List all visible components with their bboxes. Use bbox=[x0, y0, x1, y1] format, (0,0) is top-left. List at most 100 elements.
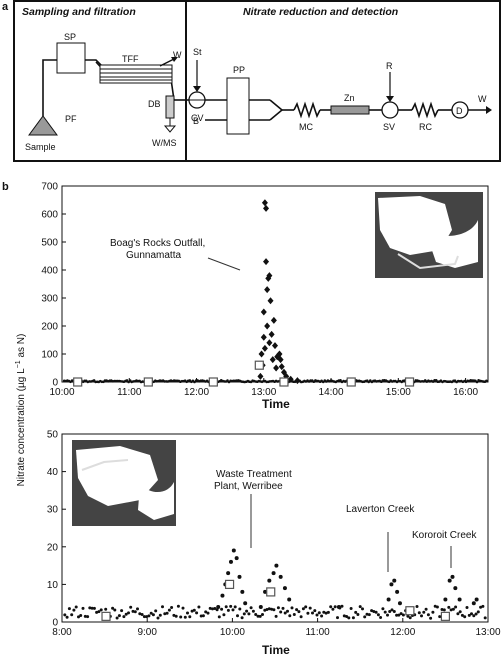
baseline-point bbox=[347, 616, 351, 620]
reference-sample-marker bbox=[208, 377, 218, 387]
baseline-point bbox=[458, 610, 462, 614]
baseline-point bbox=[299, 615, 303, 619]
baseline-point bbox=[265, 608, 269, 611]
baseline-point bbox=[476, 610, 480, 614]
data-point bbox=[263, 589, 268, 594]
baseline-point bbox=[204, 610, 208, 614]
baseline-point bbox=[306, 611, 310, 615]
y-tick-label: 700 bbox=[41, 182, 58, 193]
data-point bbox=[264, 286, 271, 294]
chart-top: 0 100 200 300 400 500 600 700 10:00 11:00 12:00 13… bbox=[41, 182, 489, 411]
reference-sample-marker bbox=[266, 587, 276, 597]
baseline-point bbox=[70, 613, 74, 617]
zn-label: Zn bbox=[344, 93, 355, 103]
y-tick-label: 500 bbox=[41, 238, 58, 249]
data-point bbox=[258, 350, 265, 358]
baseline-point bbox=[188, 615, 192, 619]
baseline-point bbox=[313, 609, 317, 613]
mc-label: MC bbox=[299, 122, 313, 132]
baseline-point bbox=[115, 616, 119, 620]
data-point bbox=[263, 258, 270, 266]
x-tick-label: 14:00 bbox=[319, 387, 344, 398]
annotation-werribee: Plant, Werribee bbox=[214, 481, 283, 492]
baseline-point bbox=[451, 607, 455, 611]
baseline-point bbox=[447, 605, 451, 609]
baseline-point bbox=[406, 614, 410, 618]
baseline-point bbox=[104, 607, 108, 611]
baseline-point bbox=[72, 608, 76, 612]
data-point bbox=[266, 339, 273, 347]
data-point bbox=[243, 601, 248, 606]
baseline-point bbox=[206, 611, 210, 615]
panel-a-schematic: Sampling and filtration Nitrate reductio… bbox=[13, 0, 501, 162]
baseline-point bbox=[283, 611, 287, 615]
x-tick-label: 9:00 bbox=[137, 627, 157, 638]
waste-arrow-icon bbox=[159, 57, 178, 67]
data-point bbox=[450, 574, 455, 579]
baseline-point bbox=[372, 610, 376, 613]
baseline-point bbox=[199, 614, 203, 618]
reference-sample-marker bbox=[101, 611, 111, 621]
x-tick-label: 16:00 bbox=[453, 387, 478, 398]
baseline-point bbox=[129, 605, 133, 609]
baseline-point bbox=[120, 609, 124, 613]
data-point bbox=[240, 589, 245, 594]
baseline-point bbox=[376, 613, 380, 617]
data-point bbox=[287, 375, 294, 383]
baseline-point bbox=[342, 614, 346, 618]
baseline-point bbox=[420, 614, 423, 618]
baseline-point bbox=[308, 606, 312, 610]
baseline-point bbox=[145, 615, 149, 619]
data-point bbox=[278, 363, 285, 371]
baseline-point bbox=[351, 616, 355, 620]
y-tick-label: 50 bbox=[47, 430, 59, 441]
baseline-point bbox=[233, 605, 237, 609]
y-tick-label: 40 bbox=[47, 467, 59, 478]
baseline-point bbox=[401, 613, 405, 617]
baseline-point bbox=[77, 615, 80, 619]
baseline-point bbox=[245, 609, 249, 613]
data-point bbox=[234, 556, 239, 561]
x-tick-label: 8:00 bbox=[52, 627, 72, 638]
baseline-point bbox=[127, 611, 130, 615]
data-point bbox=[474, 597, 479, 602]
sample-label: Sample bbox=[25, 142, 56, 152]
annotation-waste-treatment: Waste Treatment bbox=[216, 469, 292, 480]
baseline-point bbox=[222, 613, 226, 617]
baseline-point bbox=[424, 607, 428, 611]
data-point bbox=[261, 199, 268, 207]
baseline-point bbox=[315, 613, 319, 617]
baseline-point bbox=[349, 607, 353, 610]
baseline-point bbox=[213, 607, 217, 610]
debubbler-icon bbox=[163, 95, 177, 133]
y-tick-label: 100 bbox=[41, 350, 58, 361]
baseline-point bbox=[365, 612, 369, 616]
data-point bbox=[267, 578, 272, 583]
baseline-point bbox=[290, 606, 294, 610]
baseline-point bbox=[63, 613, 67, 617]
data-point bbox=[216, 604, 221, 609]
baseline-point bbox=[172, 613, 176, 617]
x-tick-label: 10:00 bbox=[220, 627, 245, 638]
baseline-point bbox=[383, 610, 387, 614]
annotation-laverton-creek: Laverton Creek bbox=[346, 504, 415, 515]
baseline-point bbox=[158, 613, 162, 617]
baseline-point bbox=[197, 605, 201, 609]
baseline-point bbox=[92, 606, 96, 610]
baseline-point bbox=[154, 609, 158, 613]
baseline-point bbox=[267, 607, 271, 611]
x-tick-label: 13:00 bbox=[475, 627, 500, 638]
data-point bbox=[263, 204, 270, 212]
pp-pump-box bbox=[226, 77, 250, 135]
y-tick-label: 0 bbox=[52, 378, 58, 389]
baseline-point bbox=[295, 608, 299, 612]
baseline-point bbox=[297, 610, 301, 614]
baseline-point bbox=[65, 615, 69, 619]
baseline-point bbox=[340, 604, 344, 608]
baseline-point bbox=[251, 609, 255, 613]
baseline-point bbox=[238, 607, 242, 611]
data-point bbox=[453, 586, 458, 591]
data-point bbox=[392, 578, 397, 583]
baseline-point bbox=[95, 610, 99, 614]
